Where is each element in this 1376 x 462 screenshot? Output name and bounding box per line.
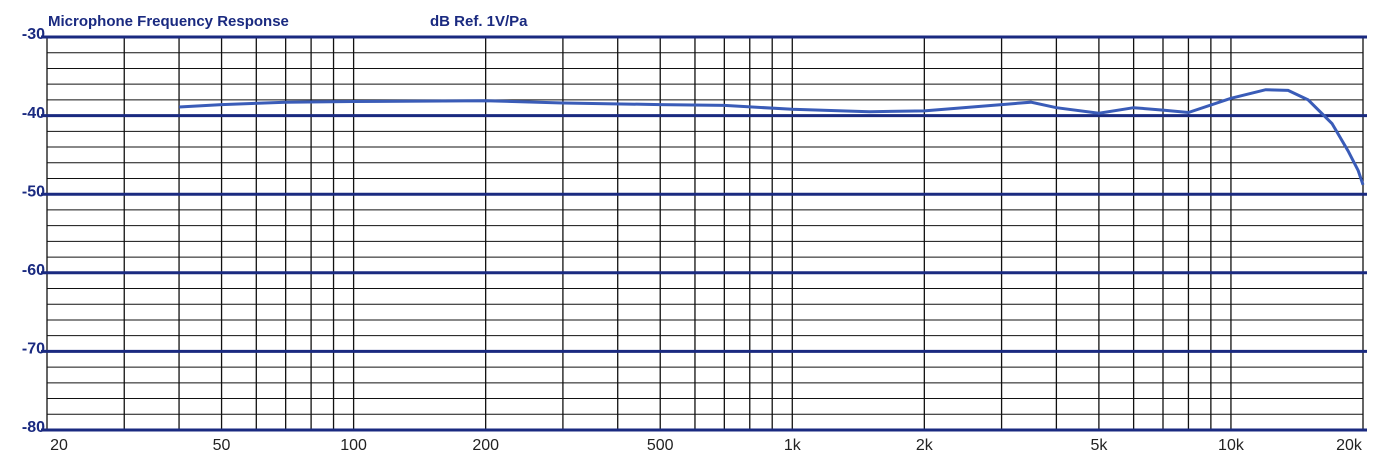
y-tick-label: -30 [22, 26, 45, 43]
chart-title: Microphone Frequency Response [48, 13, 289, 30]
x-tick-label: 20 [50, 437, 68, 454]
y-tick-label: -40 [22, 105, 45, 122]
x-tick-label: 5k [1090, 437, 1108, 454]
y-tick-label: -50 [22, 183, 45, 200]
data-line [179, 88, 1365, 186]
y-tick-label: -70 [22, 341, 45, 358]
x-tick-label: 100 [340, 437, 367, 454]
x-tick-label: 2k [916, 437, 934, 454]
x-tick-label: 500 [647, 437, 674, 454]
x-tick-label: 200 [472, 437, 499, 454]
x-tick-label: 10k [1218, 437, 1245, 454]
chart-subtitle: dB Ref. 1V/Pa [430, 13, 528, 30]
y-tick-label: -60 [22, 262, 45, 279]
x-tick-label: 1k [784, 437, 802, 454]
x-tick-label: 50 [213, 437, 231, 454]
y-tick-label: -80 [22, 419, 45, 436]
x-tick-label: 20k [1336, 437, 1363, 454]
